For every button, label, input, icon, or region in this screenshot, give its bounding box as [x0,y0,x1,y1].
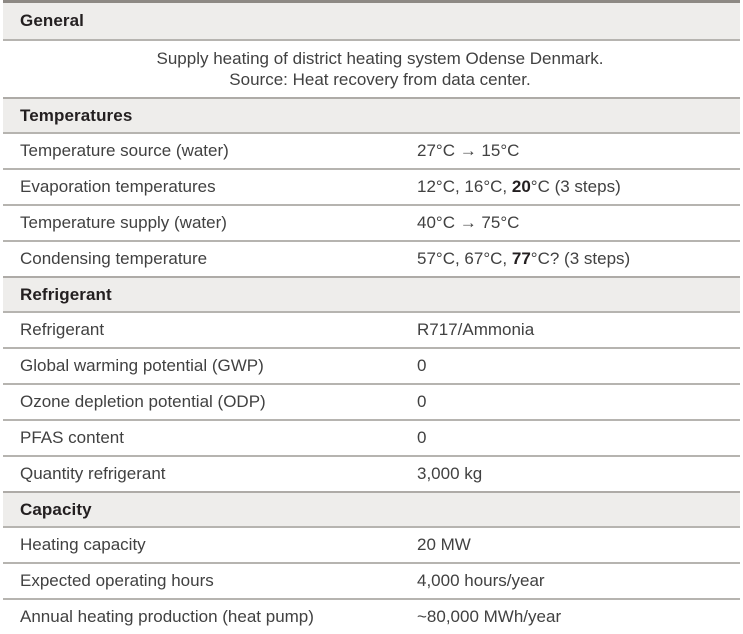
row-label: Expected operating hours [20,571,214,590]
table-row: Ozone depletion potential (ODP) 0 [3,383,740,419]
row-value: R717/Ammonia [417,320,535,339]
table-row: Quantity refrigerant 3,000 kg [3,455,740,491]
row-value: 40°C → 75°C [417,213,520,232]
row-value: 0 [417,428,427,447]
row-value: 57°C, 67°C, 77°C? (3 steps) [417,249,740,269]
row-value: 20 MW [417,535,471,554]
row-value-pre: 57°C, 67°C, [417,249,512,268]
table-row: Annual heating production (heat pump) ~8… [3,598,740,634]
row-value: 3,000 kg [417,464,483,483]
section-title: General [20,11,85,30]
table-row: Condensing temperature 57°C, 67°C, 77°C?… [3,240,740,276]
table-row: Temperature supply (water) 40°C → 75°C [3,204,740,240]
table-row: Global warming potential (GWP) 0 [3,347,740,383]
table-row: Evaporation temperatures 12°C, 16°C, 20°… [3,168,740,204]
row-label: Annual heating production (heat pump) [20,607,314,626]
row-value-post: °C (3 steps) [530,177,621,196]
row-label: Condensing temperature [20,249,208,268]
table-row: PFAS content 0 [3,419,740,455]
row-label: Refrigerant [20,320,105,339]
row-value-highlight: 20 [511,177,531,196]
row-label: Temperature source (water) [20,141,229,160]
section-header-refrigerant: Refrigerant [3,276,740,311]
section-header-capacity: Capacity [3,491,740,526]
row-label: Temperature supply (water) [20,213,227,232]
row-value: 0 [417,356,427,375]
section-header-temperatures: Temperatures [3,97,740,132]
section-header-general: General [3,0,740,39]
row-label: Global warming potential (GWP) [20,356,264,375]
description-line: Source: Heat recovery from data center. [229,70,531,89]
section-title: Refrigerant [20,284,112,304]
table-row: Temperature source (water) 27°C → 15°C [3,132,740,168]
row-label: Ozone depletion potential (ODP) [20,392,266,411]
row-value: ~80,000 MWh/year [417,607,562,626]
specification-table: General Supply heating of district heati… [3,0,740,634]
table-row: Expected operating hours 4,000 hours/yea… [3,562,740,598]
row-value-post: °C? (3 steps) [530,249,631,268]
table-row: Refrigerant R717/Ammonia [3,311,740,347]
row-label: Evaporation temperatures [20,177,216,196]
row-value: 4,000 hours/year [417,571,545,590]
section-title: Capacity [20,499,92,519]
general-description-row: Supply heating of district heating syste… [3,39,740,97]
row-value: 12°C, 16°C, 20°C (3 steps) [417,177,740,197]
row-value: 0 [417,392,427,411]
table-row: Heating capacity 20 MW [3,526,740,562]
row-label: Quantity refrigerant [20,464,166,483]
row-value-pre: 12°C, 16°C, [417,177,512,196]
section-title: Temperatures [20,105,133,125]
row-label: PFAS content [20,428,124,447]
row-value: 27°C → 15°C [417,141,520,160]
row-label: Heating capacity [20,535,146,554]
description-line: Supply heating of district heating syste… [156,49,604,68]
row-value-highlight: 77 [511,249,531,268]
